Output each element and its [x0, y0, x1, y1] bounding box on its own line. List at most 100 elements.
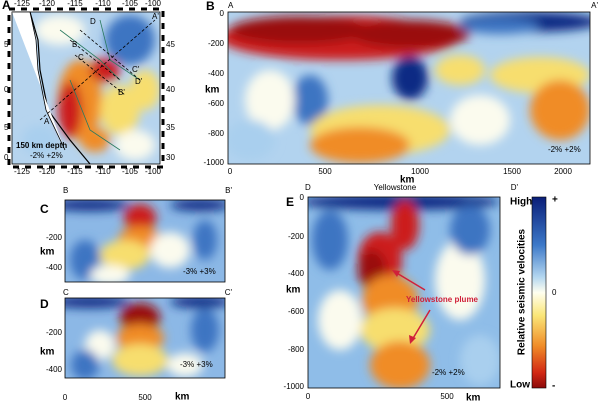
anomaly: [65, 200, 130, 211]
anomaly: [22, 125, 58, 155]
tick-label: -400: [46, 263, 63, 272]
anomaly: [310, 127, 410, 163]
panel-frame: [307, 196, 501, 389]
profile-end-label: D: [305, 183, 311, 192]
anomaly: [150, 232, 190, 268]
tick-label: -200: [46, 233, 63, 242]
anomaly: [167, 353, 203, 377]
tick-label: -115: [67, 167, 83, 176]
profile-end-label: D': [135, 77, 143, 86]
anomaly: [245, 70, 295, 130]
tick-label: -200: [46, 328, 63, 337]
arrow-head: [409, 335, 416, 344]
colorbar-low: Low: [510, 380, 530, 391]
anomaly: [58, 82, 82, 138]
tick-label: 1000: [411, 167, 429, 176]
anomaly: [170, 200, 225, 211]
tick-label: -400: [288, 269, 305, 278]
coastline-fill: [12, 11, 66, 151]
site-label: Yellowstone: [374, 183, 417, 192]
velocity-anomalies: [65, 200, 225, 282]
anomaly: [70, 240, 100, 280]
profile-end-label: B': [225, 186, 232, 195]
anomaly: [292, 75, 328, 125]
anomaly: [115, 130, 155, 160]
profile-end-label: A: [228, 1, 234, 10]
range-label: -2% +2%: [30, 151, 63, 160]
tick-label: -125: [14, 167, 31, 176]
panel-letter: B: [206, 0, 215, 13]
anomaly: [370, 341, 430, 388]
tick-label: -200: [288, 232, 305, 241]
axis-unit: km: [205, 85, 220, 96]
profile-line: [69, 29, 141, 96]
tick-label: -120: [39, 0, 56, 8]
tick-label: 0: [220, 9, 225, 18]
anomaly: [460, 335, 500, 385]
tick-label: -1000: [204, 158, 225, 167]
tick-label: 5: [4, 123, 9, 132]
velocity-anomalies: [22, 15, 160, 160]
panel-letter: D: [40, 297, 49, 311]
anomaly: [450, 95, 510, 145]
colorbar-high: High: [510, 197, 532, 208]
map-frame: [7, 7, 165, 169]
tick-label: 2000: [554, 167, 572, 176]
profile-end-label: A': [591, 1, 598, 10]
tomography-image: [228, 12, 590, 164]
anomaly: [124, 204, 156, 232]
tick-label: 40: [166, 85, 175, 94]
tick-label: 0: [300, 193, 305, 202]
tick-label: -125: [14, 0, 31, 8]
tick-label: 1500: [503, 167, 521, 176]
anomaly: [191, 308, 219, 352]
colorbar-minus: -: [552, 381, 555, 392]
annotation: Yellowstone plume: [406, 295, 479, 304]
profile-end-label: D': [511, 183, 519, 192]
velocity-anomalies: [65, 298, 225, 378]
arrow-head: [392, 270, 400, 277]
anomaly: [71, 350, 99, 378]
anomaly: [170, 298, 225, 308]
tick-label: -110: [95, 0, 111, 8]
anomaly: [193, 220, 217, 260]
tomography-image: [65, 200, 225, 282]
profile-end-label: C: [63, 288, 69, 297]
axis-unit: km: [400, 175, 415, 186]
tick-label: 30: [166, 153, 175, 162]
panel-frame: [227, 11, 591, 165]
colorbar-label: Relative seismic velocities: [517, 228, 528, 355]
coastline: [29, 11, 91, 165]
range-label: -3% +3%: [183, 267, 216, 276]
axis-unit: km: [175, 392, 190, 403]
anomaly: [90, 58, 120, 82]
panel-frame: [11, 11, 161, 165]
anomaly: [312, 210, 348, 270]
anomaly: [116, 324, 164, 352]
tick-label: 45: [166, 40, 175, 49]
axis-unit: km: [466, 393, 481, 404]
tick-label: -110: [95, 167, 111, 176]
axis-unit: km: [40, 347, 55, 358]
axis-unit: km: [40, 247, 55, 258]
anomaly: [80, 128, 110, 152]
tick-label: 500: [440, 392, 454, 401]
state-boundary: [59, 19, 141, 151]
range-label: -2% +2%: [432, 368, 465, 377]
tick-label: -600: [288, 307, 305, 316]
tick-label: 35: [166, 123, 175, 132]
profile-line: [39, 19, 156, 121]
profile-end-label: C': [225, 288, 233, 297]
tick-label: -800: [288, 345, 305, 354]
panel-letter: C: [40, 202, 49, 216]
tick-label: 0: [4, 85, 9, 94]
panel-frame: [64, 199, 226, 283]
panel-letter: A: [2, 0, 11, 12]
profile-end-label: C': [132, 65, 140, 74]
tick-label: -105: [122, 167, 139, 176]
tick-label: 5: [4, 40, 9, 49]
anomaly: [530, 80, 590, 140]
velocity-anomalies: [228, 12, 590, 163]
panel-letter: E: [286, 195, 294, 209]
